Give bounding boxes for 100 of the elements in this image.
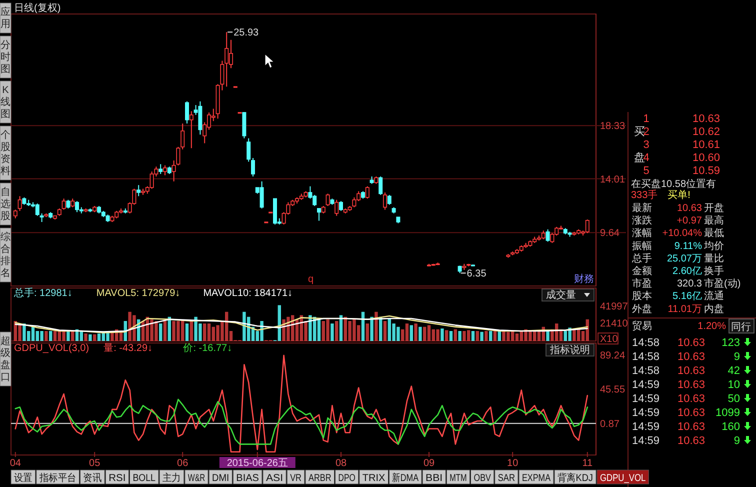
text: 10.63 (676, 203, 702, 214)
candlestick (339, 200, 343, 212)
text: 涨跌 (632, 214, 652, 227)
text: DPO (338, 473, 360, 484)
bar (84, 334, 88, 341)
bar (339, 315, 343, 341)
text: 超级盘口 (0, 335, 10, 383)
y-tick-label: 18.33 (600, 121, 626, 132)
text: 综合排名 (0, 231, 10, 279)
bar (515, 334, 519, 341)
text: 背离KDJ (558, 472, 596, 484)
candlestick (158, 164, 163, 174)
text: 均价 (703, 240, 724, 252)
text: OBV (474, 473, 495, 484)
text: ASI (266, 473, 284, 484)
line-series (14, 354, 588, 453)
text: 个股资料 (0, 129, 10, 177)
bar (317, 319, 321, 341)
bar (418, 326, 422, 341)
bar (190, 321, 193, 341)
text: 333手 (631, 189, 658, 201)
text: 在买盘10.58位置有 (631, 178, 716, 190)
x-tick-label: 09 (423, 458, 435, 469)
bar (66, 331, 70, 341)
text: RSI (108, 473, 126, 484)
text: 9.11% (674, 240, 702, 252)
text: 2 10.62 (643, 126, 720, 138)
candlestick (585, 219, 590, 234)
text: 买单! (668, 189, 690, 201)
candlestick (185, 100, 189, 124)
text: 最低 (704, 228, 724, 240)
y-axis-title: X10 (600, 334, 618, 345)
text: 同行 (731, 322, 751, 333)
text: 14:59 10.63 50 (632, 393, 740, 405)
text: 4 10.60 (643, 152, 720, 164)
text: 总手 (631, 252, 652, 264)
bar (185, 324, 189, 341)
x-tick-label: 06 (177, 458, 189, 469)
bar (40, 331, 44, 341)
chart-title: 总手: 12981↓ (13, 287, 72, 299)
text: 14:58 10.63 42 (632, 365, 740, 377)
bar (370, 316, 374, 341)
bar (308, 315, 312, 341)
bar (383, 321, 387, 341)
bar (410, 325, 413, 341)
text: 25.07万 (666, 253, 702, 264)
text: 内盘 (704, 302, 724, 315)
text: 股本 (632, 290, 652, 302)
bar (471, 331, 475, 341)
candlestick (365, 186, 370, 200)
text: 开盘 (704, 202, 724, 214)
bar (414, 324, 418, 341)
text: 市盈(动) (704, 278, 741, 290)
bar (449, 331, 453, 341)
text: 设置 (14, 472, 34, 484)
bar (335, 321, 338, 341)
x-tick-label: 08 (335, 458, 347, 469)
bar (242, 312, 246, 341)
text: 外盘 (632, 302, 652, 315)
text: SAR (498, 473, 518, 484)
bar (489, 331, 492, 341)
text: 涨幅 (632, 227, 652, 240)
line-series (14, 398, 588, 445)
annotation: 指标说明 (549, 344, 590, 356)
text: 320.3 (676, 278, 702, 290)
text: 最新 (632, 202, 652, 214)
y-tick-label: 89.24 (600, 350, 626, 362)
bar (445, 330, 448, 341)
bar (454, 329, 457, 341)
x-tick-label: 11 (582, 458, 594, 469)
text: 量: -43.29↓ (104, 343, 153, 354)
text: MTM (450, 473, 472, 484)
text: BBI (426, 473, 443, 484)
annotation: q (308, 274, 314, 285)
text: EXPMA (522, 473, 558, 484)
annotation: 成交量 (546, 289, 576, 301)
text: 资讯 (83, 472, 104, 484)
text: W&R (188, 473, 212, 484)
bar (326, 319, 330, 341)
bar (440, 328, 444, 341)
bar (203, 324, 206, 341)
text: 指标平台 (38, 472, 80, 484)
candlestick (334, 199, 339, 216)
x-tick-label: 05 (89, 458, 101, 469)
text: 市盈 (632, 278, 652, 290)
text: 主力 (162, 472, 183, 484)
bar (88, 334, 92, 341)
x-tick-label: 10 (507, 458, 519, 469)
bar (163, 321, 167, 341)
candlestick (352, 196, 356, 208)
text: TRIX (362, 473, 386, 484)
candlestick (163, 164, 167, 176)
y-tick-label: 45.55 (600, 384, 626, 396)
text: MAVOL5: 172979↓ (96, 288, 180, 299)
text: 金额 (632, 265, 652, 277)
text: DMI (212, 473, 230, 484)
text: +10.04% (662, 228, 702, 240)
text: 新DMA (392, 472, 424, 484)
text: 2.60亿 (672, 266, 702, 277)
text: 流通 (704, 290, 724, 302)
